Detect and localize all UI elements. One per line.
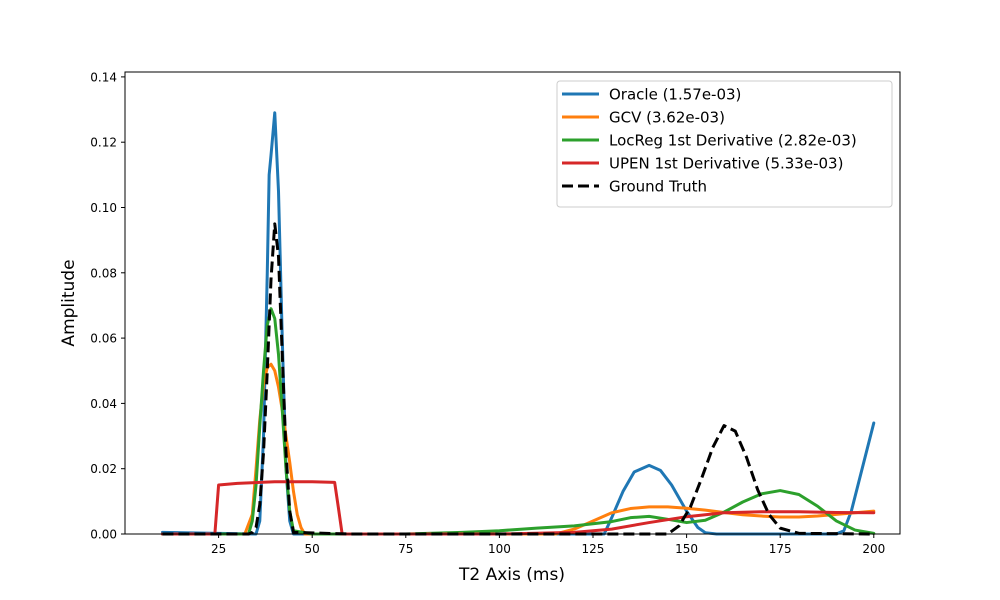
y-axis-label: Amplitude xyxy=(59,259,79,346)
legend-label: LocReg 1st Derivative (2.82e-03) xyxy=(609,132,857,150)
x-tick-label: 150 xyxy=(675,542,698,556)
y-tick-label: 0.00 xyxy=(90,528,117,542)
legend-label: GCV (3.62e-03) xyxy=(609,109,725,127)
legend: Oracle (1.57e-03) GCV (3.62e-03) LocReg 1s… xyxy=(556,80,893,208)
y-tick-label: 0.02 xyxy=(90,462,117,476)
y-axis: 0.00 0.02 0.04 0.06 0.08 0.10 0.12 0.14 xyxy=(90,70,125,542)
legend-box xyxy=(556,80,893,208)
x-tick-label: 125 xyxy=(582,542,605,556)
y-tick-label: 0.08 xyxy=(90,266,117,280)
y-tick-label: 0.12 xyxy=(90,136,117,150)
x-axis: 25 50 75 100 125 150 175 200 xyxy=(211,534,885,556)
series-line-5 xyxy=(162,222,874,536)
y-tick-label: 0.06 xyxy=(90,332,117,346)
series-line-3 xyxy=(160,307,876,536)
legend-label: Ground Truth xyxy=(609,178,707,196)
legend-label: UPEN 1st Derivative (5.33e-03) xyxy=(609,155,843,173)
x-tick-label: 200 xyxy=(862,542,885,556)
x-tick-label: 175 xyxy=(769,542,792,556)
legend-label: Oracle (1.57e-03) xyxy=(609,86,741,104)
x-tick-label: 75 xyxy=(398,542,413,556)
x-axis-label: T2 Axis (ms) xyxy=(458,565,565,585)
x-tick-label: 25 xyxy=(211,542,226,556)
x-tick-label: 50 xyxy=(305,542,320,556)
y-tick-label: 0.04 xyxy=(90,397,117,411)
plot-frame xyxy=(124,71,901,535)
y-tick-label: 0.14 xyxy=(90,70,117,84)
x-tick-label: 100 xyxy=(488,542,511,556)
y-tick-label: 0.10 xyxy=(90,201,117,215)
